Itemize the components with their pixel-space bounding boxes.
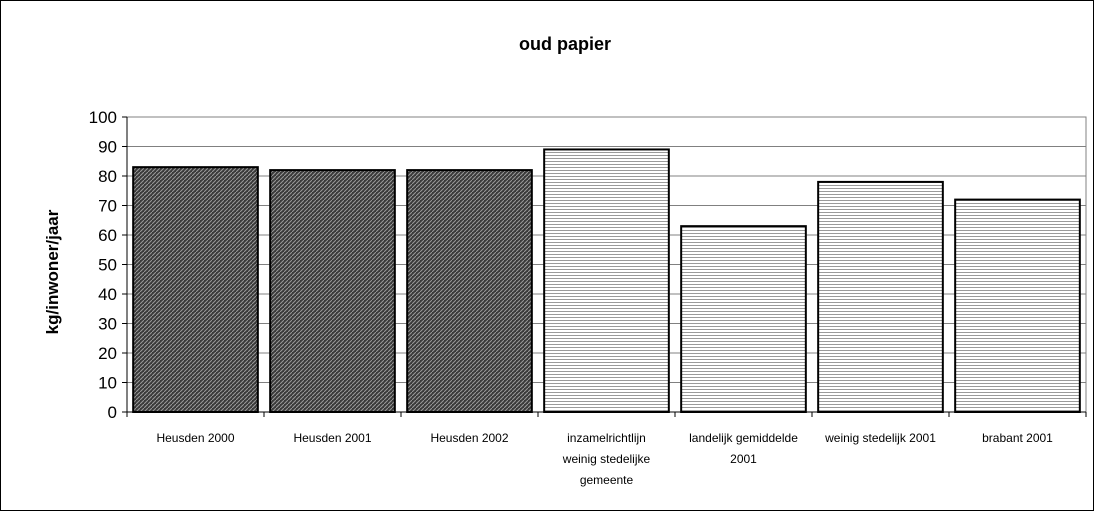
y-tick-label: 70 [98, 197, 117, 216]
y-tick-label: 0 [108, 403, 117, 422]
y-tick-label: 100 [89, 108, 117, 127]
y-tick-label: 10 [98, 374, 117, 393]
bars [132, 148, 1081, 413]
y-axis-label: kg/inwoner/jaar [43, 209, 62, 334]
y-tick-label: 20 [98, 344, 117, 363]
x-tick-label: brabant 2001 [982, 431, 1053, 445]
x-tick-label: Heusden 2000 [156, 431, 234, 445]
x-tick-label: landelijk gemiddelde 2001 [689, 431, 798, 466]
x-tick-label: weinig stedelijk 2001 [824, 431, 936, 445]
x-tick-label: inzamelrichtlijn weinig stedelijke gemeent… [562, 431, 651, 487]
x-axis-ticks: Heusden 2000 Heusden 2001 Heusden 2002 inza… [126, 412, 1087, 487]
y-tick-label: 50 [98, 256, 117, 275]
y-axis-ticks: 0 10 20 30 40 50 60 70 80 90 100 [89, 108, 127, 422]
bar [954, 198, 1081, 413]
bar [543, 148, 670, 413]
y-tick-label: 30 [98, 315, 117, 334]
bar [269, 169, 396, 413]
bar [406, 169, 533, 413]
y-tick-label: 80 [98, 167, 117, 186]
x-tick-label: Heusden 2001 [293, 431, 371, 445]
bar [817, 180, 944, 413]
bar [680, 225, 807, 413]
x-tick-label: Heusden 2002 [430, 431, 508, 445]
y-tick-label: 40 [98, 285, 117, 304]
y-tick-label: 60 [98, 226, 117, 245]
bar [132, 166, 259, 413]
y-tick-label: 90 [98, 138, 117, 157]
chart-title: oud papier [519, 34, 611, 54]
